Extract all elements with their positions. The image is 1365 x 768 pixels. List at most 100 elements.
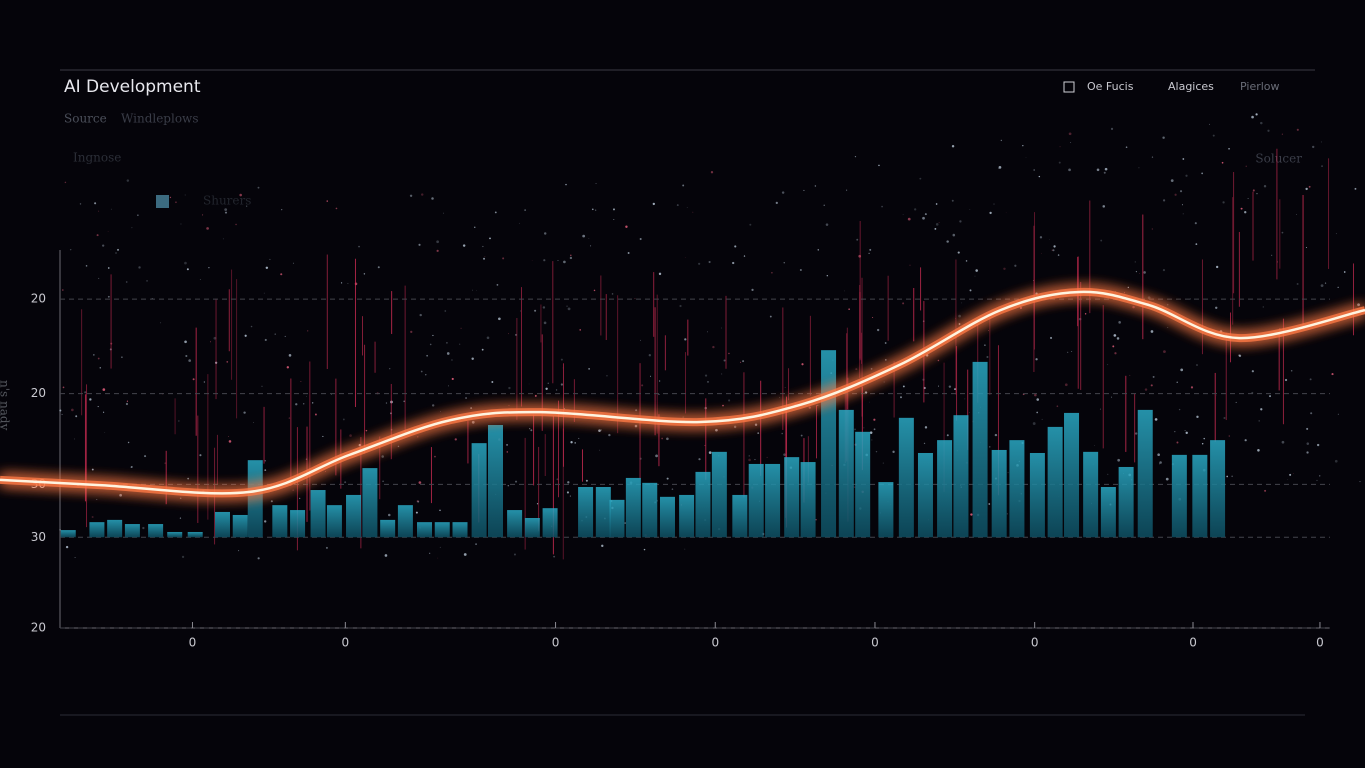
particle <box>969 412 970 413</box>
particle <box>85 265 88 267</box>
particle <box>922 216 925 220</box>
particle <box>686 207 688 208</box>
particle <box>958 323 961 325</box>
particle <box>1320 284 1324 288</box>
particle <box>426 354 428 357</box>
particle <box>553 555 556 558</box>
particle <box>246 205 248 207</box>
particle <box>593 289 596 292</box>
particle <box>1132 305 1135 309</box>
particle <box>856 238 859 241</box>
particle <box>875 450 878 453</box>
bar <box>679 494 695 538</box>
bar <box>784 457 800 538</box>
particle <box>946 240 949 243</box>
particle <box>307 330 309 332</box>
particle <box>534 394 537 397</box>
particle <box>1271 254 1273 256</box>
particle <box>872 317 874 318</box>
particle <box>1196 364 1198 366</box>
toolbar-item[interactable]: Pierlow <box>1240 80 1280 93</box>
particle <box>94 202 97 205</box>
particle <box>107 267 110 269</box>
particle <box>431 404 435 407</box>
particle <box>769 315 772 318</box>
particle <box>340 282 343 284</box>
particle <box>418 243 421 246</box>
checkbox[interactable] <box>1063 81 1075 93</box>
particle <box>704 444 706 447</box>
particle <box>311 402 314 404</box>
particle <box>989 211 992 215</box>
particle <box>1033 169 1035 171</box>
particle <box>601 544 604 548</box>
bar <box>1100 487 1116 538</box>
particle <box>1212 134 1215 137</box>
particle <box>1179 190 1183 193</box>
particle <box>1281 133 1283 135</box>
particle <box>613 208 615 211</box>
particle <box>292 262 294 264</box>
particle <box>1051 249 1053 251</box>
bar <box>247 460 263 538</box>
particle <box>381 455 384 458</box>
particle <box>574 442 576 444</box>
bar <box>397 505 413 538</box>
particle <box>185 354 188 358</box>
bar <box>89 522 105 538</box>
particle <box>970 513 973 516</box>
particle <box>924 426 928 429</box>
particle <box>261 385 263 387</box>
particle <box>634 298 636 299</box>
particle <box>625 225 628 228</box>
particle <box>397 445 400 448</box>
particle <box>1316 479 1318 481</box>
particle <box>723 359 726 362</box>
particle <box>439 509 441 512</box>
particle <box>566 491 569 494</box>
particle <box>415 511 418 514</box>
particle <box>280 273 283 276</box>
particle <box>1019 306 1022 310</box>
particle <box>715 428 718 432</box>
particle <box>543 232 547 235</box>
particle <box>184 261 187 265</box>
particle <box>138 266 141 269</box>
particle <box>1040 252 1042 254</box>
particle <box>1162 269 1166 272</box>
particle <box>946 434 949 437</box>
particle <box>1289 473 1292 476</box>
toolbar-item[interactable]: Alagices <box>1168 80 1214 93</box>
particle <box>766 456 768 458</box>
particle <box>1150 384 1153 387</box>
particle <box>563 260 566 264</box>
particle <box>1162 136 1165 139</box>
particle <box>707 381 709 383</box>
bar <box>542 508 558 538</box>
particle <box>1052 249 1055 252</box>
particle <box>1114 352 1117 355</box>
bar <box>452 522 468 538</box>
bar <box>991 449 1007 538</box>
bar <box>1210 440 1226 538</box>
particle <box>208 266 210 269</box>
particle <box>1068 132 1072 136</box>
particle <box>126 400 128 402</box>
particle <box>531 260 533 261</box>
bar <box>765 463 781 538</box>
particle <box>274 333 276 335</box>
particle <box>1166 303 1169 306</box>
particle <box>1154 418 1158 421</box>
particle <box>606 375 608 377</box>
particle <box>188 359 191 362</box>
particle <box>434 455 436 458</box>
particle <box>1038 175 1041 178</box>
particle <box>214 361 218 364</box>
toolbar-item[interactable]: Oe Fucis <box>1087 80 1134 93</box>
particle <box>734 245 737 248</box>
particle <box>286 366 290 369</box>
y-tick-label: 30 <box>31 530 46 544</box>
particle <box>854 156 857 158</box>
particle <box>486 336 490 340</box>
particle <box>74 556 76 558</box>
